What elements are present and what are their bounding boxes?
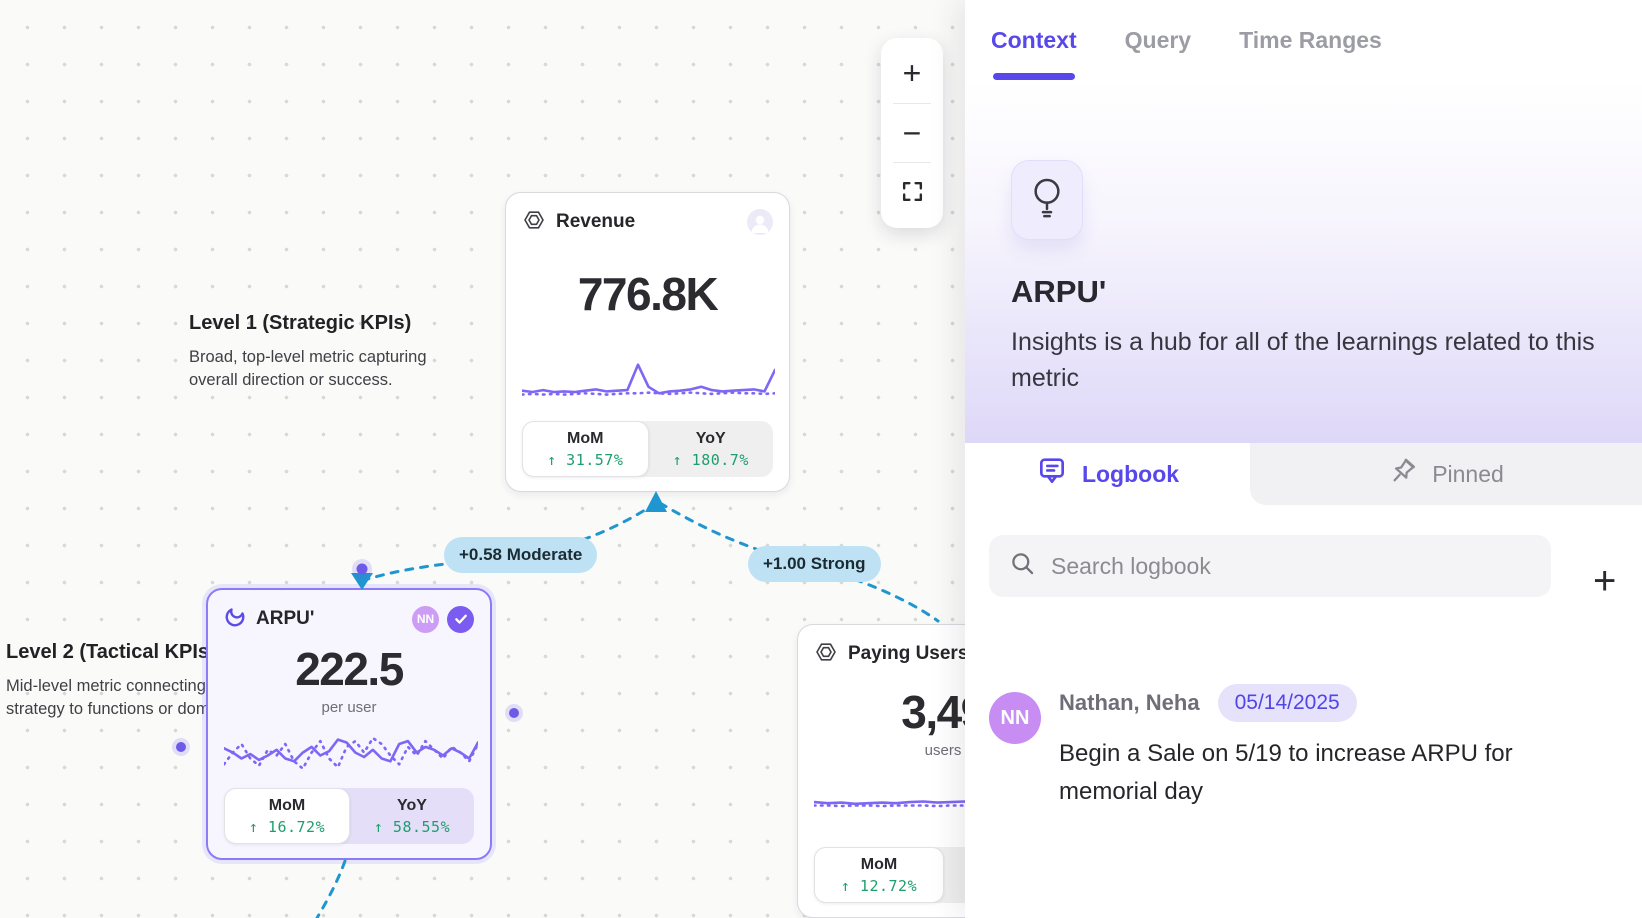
toolbar-divider [893, 162, 931, 164]
level-1-title: Level 1 (Strategic KPIs) [189, 312, 412, 334]
hexagon-icon [814, 640, 838, 669]
insight-icon-card [1011, 160, 1083, 240]
tab-logbook[interactable]: Logbook [965, 443, 1250, 505]
search-input[interactable] [1051, 552, 1531, 580]
date-badge[interactable]: 05/14/2025 [1217, 684, 1357, 722]
sparkline-chart [522, 363, 775, 396]
search-icon [1009, 550, 1036, 582]
mom-toggle[interactable]: MoM ↑ 12.72% [814, 847, 944, 903]
mom-toggle[interactable]: MoM ↑ 16.72% [224, 788, 350, 844]
tab-query[interactable]: Query [1124, 26, 1192, 53]
metric-value: 776.8K [577, 268, 719, 320]
sparkline-chart [224, 736, 478, 770]
owner-avatar-icon[interactable] [747, 209, 773, 235]
yoy-value: ↑ 180.7% [672, 450, 749, 469]
metric-card-revenue[interactable]: Revenue 776.8K MoM ↑ 31.57% YoY [505, 192, 790, 492]
context-panel: Context Query Time Ranges [965, 0, 1642, 918]
card-title: ARPU' [256, 608, 315, 629]
zoom-out-button[interactable]: − [881, 104, 943, 163]
yoy-toggle[interactable]: YoY ↑ 58.55% [373, 796, 451, 836]
metric-description: Insights is a hub for all of the learnin… [1011, 328, 1595, 392]
period-toggle: MoM ↑ 16.72% YoY ↑ 58.55% [224, 788, 474, 844]
metric-unit: per user [321, 699, 377, 716]
entry-text: Begin a Sale on 5/19 to increase ARPU fo… [1059, 740, 1513, 805]
yoy-toggle[interactable]: YoY ↑ 180.7% [672, 429, 749, 469]
card-title: Paying Users' [848, 643, 965, 664]
pushpin-icon [1388, 456, 1418, 492]
sparkline-chart [814, 800, 965, 808]
metric-name-heading: ARPU' [1011, 274, 1107, 309]
hexagon-icon [522, 208, 546, 237]
moon-icon [224, 606, 246, 633]
mom-value: ↑ 31.57% [547, 450, 624, 469]
correlation-label-strong[interactable]: +1.00 Strong [748, 546, 881, 582]
mom-value: ↑ 16.72% [248, 817, 326, 836]
mom-value: ↑ 12.72% [840, 876, 918, 895]
canvas-zoom-toolbar: + − [881, 38, 943, 228]
correlation-label-moderate[interactable]: +0.58 Moderate [444, 537, 598, 573]
metric-context-header: ARPU' Insights is a hub for all of the l… [965, 80, 1642, 443]
yoy-toggle[interactable] [944, 847, 965, 903]
tab-context[interactable]: Context [991, 0, 1077, 80]
level-1-label: Level 1 (Strategic KPIs) Broad, top-leve… [189, 312, 427, 389]
arrowhead-into-revenue [645, 491, 667, 512]
zoom-in-button[interactable]: + [881, 44, 943, 103]
period-toggle: MoM ↑ 31.57% YoY ↑ 180.7% [522, 421, 773, 477]
period-toggle: MoM ↑ 12.72% [814, 847, 965, 903]
mom-toggle[interactable]: MoM ↑ 31.57% [522, 421, 649, 477]
metric-tree-canvas[interactable]: Level 1 (Strategic KPIs) Broad, top-leve… [0, 0, 965, 918]
fit-view-button[interactable] [881, 163, 943, 222]
tab-time-ranges[interactable]: Time Ranges [1239, 26, 1382, 53]
owner-initials-badge[interactable]: NN [412, 605, 439, 633]
chat-bubble-icon [1036, 455, 1068, 493]
toolbar-divider [893, 102, 931, 104]
avatar: NN [989, 692, 1041, 744]
metric-card-paying-users[interactable]: Paying Users' 3,49 users MoM ↑ 12.72% [797, 624, 965, 918]
panel-tab-bar: Context Query Time Ranges [965, 0, 1642, 80]
yoy-value: ↑ 58.55% [373, 817, 451, 836]
metric-value: 3,49 [901, 686, 965, 738]
tab-pinned[interactable]: Pinned [1250, 443, 1642, 505]
level-1-description: Broad, top-level metric capturing [189, 348, 427, 366]
logbook-pinned-tabs: Logbook Pinned [965, 443, 1642, 505]
metric-value: 222.5 [295, 643, 404, 695]
add-log-entry-button[interactable]: + [1593, 559, 1617, 603]
level-2-label: Level 2 (Tactical KPIs Mid-level metric … [6, 641, 219, 718]
logbook-section: + NN Nathan, Neha 05/14/2025 Begin a Sal… [965, 505, 1642, 918]
card-title: Revenue [556, 211, 636, 232]
active-tab-underline [993, 73, 1075, 80]
logbook-entry[interactable]: NN Nathan, Neha 05/14/2025 Begin a Sale … [989, 684, 1642, 811]
verified-check-icon[interactable] [447, 605, 474, 633]
fullscreen-icon [900, 177, 925, 209]
metric-unit: users [924, 742, 962, 759]
metric-card-arpu[interactable]: ARPU' NN 222.5 per user MoM ↑ 16.72% [206, 588, 492, 860]
lightbulb-icon [1027, 175, 1067, 226]
level-2-title: Level 2 (Tactical KPIs [6, 641, 210, 663]
edge-arpu-child [315, 859, 347, 918]
level-2-description: Mid-level metric connecting [6, 677, 206, 695]
entry-author: Nathan, Neha [1059, 690, 1200, 715]
logbook-search[interactable] [989, 535, 1551, 597]
